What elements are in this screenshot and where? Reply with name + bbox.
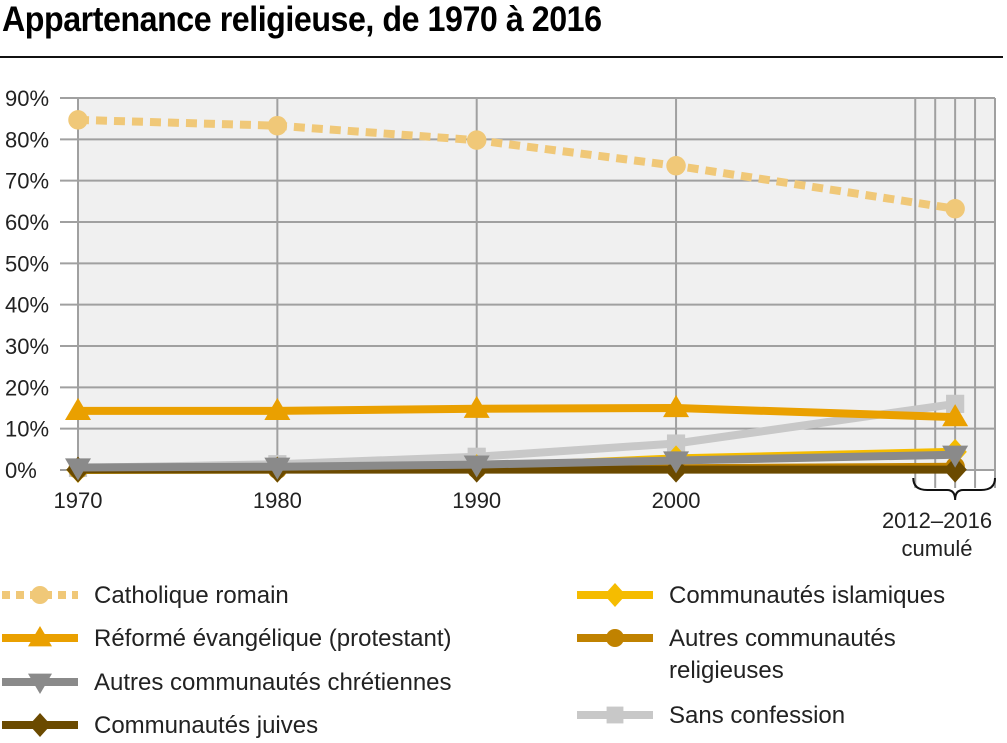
series-0 [68,110,965,219]
data-point [65,397,91,420]
data-point [68,110,88,130]
legend-label: Réformé évangélique (protestant) [94,625,452,652]
data-point [943,456,967,483]
y-tick-label: 30% [5,334,49,359]
data-point [666,156,686,176]
x-extra-label: cumulé [902,536,973,561]
series-2 [65,445,969,481]
data-point [463,395,490,418]
legend-marker [28,626,52,647]
legend-marker [29,713,51,737]
brace-2012-2016 [912,477,996,501]
legend-label-line: Autres communautés [669,625,896,652]
legend-label: Autres communautés religieuses [669,623,896,687]
legend-symbol [2,586,78,604]
legend-marker [31,586,49,604]
legend-label: Sans confession [669,702,846,729]
data-point [463,455,490,478]
legend-marker [28,673,52,694]
series-1 [65,395,969,427]
data-point [945,199,965,219]
legend-label: Catholique romain [94,582,289,609]
legend-marker [606,629,624,647]
y-tick-label: 80% [5,127,49,152]
y-tick-label: 40% [5,293,49,318]
legend-item: Réformé évangélique (protestant) [0,623,452,655]
data-point [942,445,969,468]
legend-label: Communautés juives [94,712,319,739]
legend-marker [604,583,626,607]
legend-item: Communautés islamiques [575,580,945,612]
chart-title: Appartenance religieuse, de 1970 à 2016 [2,0,602,39]
legend-label: Communautés islamiques [669,582,946,609]
line-chart: 0% 10% 20% 30% 40% 50% 60% 70% 80% 90% 1970 1980 19… [5,86,996,561]
legend-marker [606,706,624,724]
x-tick-label: 2000 [652,488,701,513]
y-tick-label: 10% [5,417,49,442]
data-point [946,394,965,413]
legend-item: Communautés juives [0,710,318,742]
data-point [65,458,91,481]
data-point [267,115,288,136]
legend-item: Autres communautés chrétiennes [0,667,452,699]
y-tick-label: 50% [5,251,49,276]
y-tick-label: 60% [5,210,49,235]
legend-symbol [2,626,78,647]
data-point [942,404,969,427]
legend-item: Catholique romain [0,580,289,612]
y-tick-label: 90% [5,86,49,111]
data-point [663,451,690,474]
x-tick-label: 1980 [253,488,302,513]
x-extra-label: 2012–2016 [882,508,992,533]
data-point [466,130,487,150]
data-point [264,397,291,420]
legend-item: Autres communautés religieuses [575,623,896,687]
y-tick-label: 0% [5,458,37,483]
data-point [666,434,686,453]
data-point [663,395,690,418]
legend-symbol [577,629,653,647]
y-tick-label: 20% [5,375,49,400]
legend-symbol [2,673,78,694]
data-point [264,457,291,480]
legend-label-line: religieuses [669,657,784,684]
legend-item: Sans confession [575,700,845,732]
legend-label: Autres communautés chrétiennes [94,669,452,696]
legend-symbol [577,706,653,724]
y-tick-label: 70% [5,169,49,194]
x-tick-label: 1990 [452,488,501,513]
title-divider [0,56,1003,58]
legend-symbol [577,583,653,607]
x-tick-label: 1970 [54,488,103,513]
legend-symbol [2,713,78,737]
